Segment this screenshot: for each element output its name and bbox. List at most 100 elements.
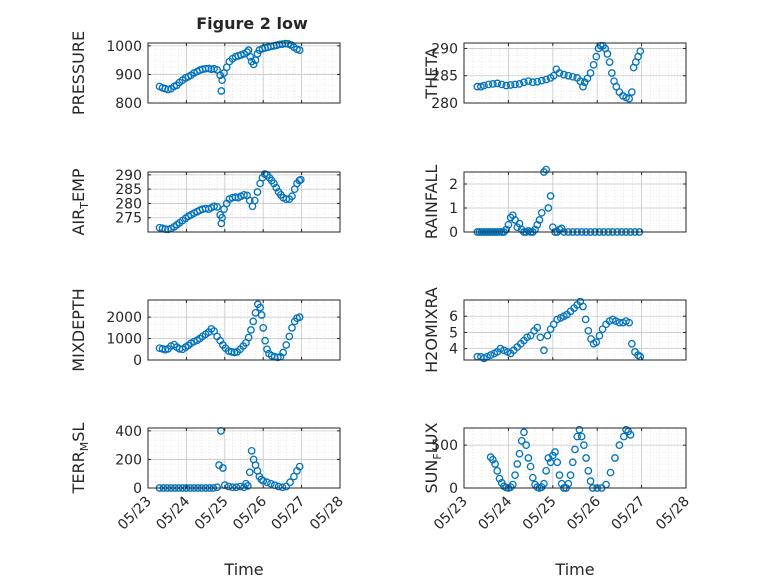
minor-grid	[147, 427, 341, 489]
chart-panel-7: 0 200 400 TERRMSL 05/2305/2405/2505/2605/270…	[69, 423, 347, 579]
data-point	[568, 458, 577, 467]
data-point	[625, 318, 634, 327]
data-point	[278, 483, 287, 492]
chart-panel-5: 0 1000 2000 MIXDEPTH	[69, 288, 341, 372]
data-point	[528, 78, 537, 87]
y-tick-label: 1000	[106, 39, 142, 55]
data-point	[595, 331, 604, 340]
y-tick-label: 290	[431, 41, 458, 57]
data-point	[259, 477, 268, 485]
data-point	[515, 449, 524, 458]
y-tick-label: 285	[431, 69, 458, 85]
y-tick-label: 2	[449, 177, 458, 193]
data-point	[520, 78, 528, 87]
data-point	[580, 441, 588, 449]
x-tick-label: 05/25	[192, 494, 232, 534]
data-point	[564, 479, 573, 488]
axes-box	[463, 171, 687, 233]
y-tick-label: 280	[431, 96, 458, 112]
data-point	[288, 192, 296, 201]
data-series	[155, 300, 304, 362]
data-point	[224, 482, 233, 491]
data-point	[493, 79, 502, 88]
data-point	[279, 348, 288, 357]
data-point	[259, 324, 268, 332]
y-tick-label: 290	[115, 168, 142, 184]
data-point	[267, 479, 275, 488]
data-point	[606, 468, 615, 477]
axes-box	[463, 427, 687, 489]
data-point	[598, 325, 607, 334]
data-series	[486, 425, 635, 492]
chart-panel-6: 456 H2OMIXRA	[422, 287, 687, 373]
data-point	[244, 333, 253, 342]
data-point	[285, 332, 294, 341]
y-tick-label: 5	[449, 325, 458, 341]
data-point	[543, 331, 552, 340]
y-tick-label: 6	[449, 309, 458, 325]
data-point	[218, 213, 226, 222]
x-tick-label: 05/28	[307, 494, 347, 534]
data-point	[524, 454, 533, 462]
y-tick-label: 2000	[106, 310, 142, 326]
data-point	[540, 479, 548, 488]
y-tick-label: 500	[431, 438, 458, 454]
x-tick-label: 05/24	[475, 493, 515, 533]
data-point	[605, 58, 614, 66]
data-point	[281, 39, 290, 48]
y-tick-label: 0	[133, 353, 142, 369]
axes-box	[463, 42, 687, 104]
x-tick-label: 05/27	[609, 494, 649, 534]
data-point	[256, 303, 264, 312]
data-point	[584, 326, 593, 335]
data-point	[603, 50, 612, 58]
y-axis-label: TERRMSL	[69, 423, 91, 495]
data-point	[524, 77, 533, 86]
y-axis-label: H2OMIXRA	[422, 287, 441, 373]
data-point	[611, 454, 619, 462]
data-point	[540, 346, 548, 355]
y-tick-label: 285	[115, 182, 142, 198]
data-point	[261, 336, 269, 345]
data-point	[286, 478, 294, 487]
axes-box	[147, 171, 341, 233]
data-point	[272, 183, 281, 192]
data-point	[553, 458, 562, 467]
data-point	[257, 311, 266, 319]
data-point	[288, 324, 296, 332]
data-point	[573, 432, 582, 441]
data-point	[579, 82, 587, 91]
data-series	[473, 297, 645, 363]
data-point	[218, 76, 226, 84]
y-tick-label: 0	[133, 481, 142, 497]
data-point	[551, 448, 559, 456]
data-point	[247, 447, 256, 455]
data-point	[253, 50, 262, 58]
data-point	[486, 351, 495, 359]
data-point	[579, 302, 587, 311]
data-point	[219, 464, 227, 472]
data-point	[586, 477, 595, 485]
data-point	[216, 71, 225, 80]
data-point	[240, 191, 248, 199]
data-point	[533, 323, 542, 332]
y-axis-label: RAINFALL	[422, 165, 441, 240]
data-point	[242, 479, 250, 488]
data-point	[295, 46, 304, 54]
data-point	[213, 203, 221, 211]
data-point	[626, 431, 635, 439]
data-point	[511, 80, 519, 89]
data-point	[526, 462, 535, 471]
x-tick-label: 05/26	[230, 493, 270, 533]
data-point	[295, 462, 304, 471]
y-axis-label: MIXDEPTH	[69, 288, 88, 371]
data-point	[253, 188, 262, 196]
x-tick-label: 05/24	[153, 493, 193, 533]
data-point	[608, 69, 616, 77]
data-point	[589, 60, 598, 69]
data-point	[491, 460, 499, 468]
data-point	[555, 69, 564, 77]
